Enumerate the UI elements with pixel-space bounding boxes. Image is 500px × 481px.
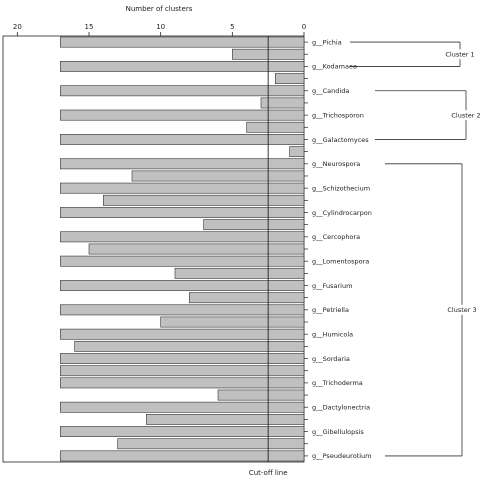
cluster-label: Cluster 3: [447, 306, 476, 314]
genus-label: g__Pseudeurotium: [312, 452, 372, 460]
bar-dactylonectria: [60, 401, 305, 413]
cluster-label: Cluster 1: [445, 51, 474, 59]
bar-join: [103, 194, 305, 206]
bar-join: [74, 340, 305, 352]
genus-label: g__Trichoderma: [312, 379, 363, 387]
bar-neurospora: [60, 158, 305, 170]
bars: [60, 36, 305, 462]
bar-join: [60, 365, 305, 377]
bar-join: [131, 170, 305, 182]
genus-label: g__Galactomyces: [312, 136, 369, 144]
bar-join: [217, 389, 305, 401]
genus-label: g__Trichosporon: [312, 111, 364, 119]
genus-label: g__Neurospora: [312, 160, 360, 168]
genus-label: g__Kodamaea: [312, 63, 357, 71]
x-tick-label: 0: [302, 23, 306, 31]
bar-join: [88, 243, 305, 255]
bar-join: [146, 413, 305, 425]
genus-label: g__Pichia: [312, 38, 342, 46]
genus-label: g__Sordaria: [312, 355, 350, 363]
bar-lomentospora: [60, 255, 305, 267]
genus-labels: g__Pichia g__Kodamaea g__Candida g__Trichos…: [304, 38, 372, 460]
bar-galactomyces: [60, 134, 305, 145]
cluster-label: Cluster 2: [451, 111, 480, 119]
bar-sordaria: [60, 353, 305, 364]
bar-join: [189, 292, 305, 304]
cluster-bracket: Cluster 3: [385, 163, 478, 457]
cluster-bracket: Cluster 1: [350, 41, 476, 67]
x-tick-label: 5: [230, 23, 234, 31]
genus-label: g__Cylindrocarpon: [312, 209, 372, 217]
x-axis-ticks: 20 15 10 5 0: [13, 23, 306, 36]
bar-pseudeurotium: [60, 450, 305, 462]
genus-label: g__Schizothecium: [312, 184, 370, 192]
bar-cercophora: [60, 231, 305, 243]
bar-candida: [60, 85, 305, 97]
x-tick-label: 20: [13, 23, 22, 31]
genus-label: g__Lomentospora: [312, 257, 369, 265]
genus-label: g__Candida: [312, 87, 349, 95]
genus-label: g__Cercophora: [312, 233, 360, 241]
bar-cylindrocarpon: [60, 207, 305, 218]
genus-label: g__Dactylonectria: [312, 404, 370, 412]
cutoff-label: Cut-off line: [249, 469, 288, 477]
bar-join: [160, 316, 305, 328]
bar-humicola: [60, 328, 305, 340]
bar-join: [289, 146, 305, 158]
bar-join: [275, 73, 305, 85]
x-axis-title: Number of clusters: [126, 5, 193, 13]
bar-fusarium: [60, 280, 305, 291]
bar-join: [117, 438, 305, 450]
bar-join: [203, 219, 305, 231]
bar-join: [246, 121, 305, 133]
cluster-brackets: Cluster 1 Cluster 2 Cluster 3: [350, 41, 482, 457]
bar-trichoderma: [60, 377, 305, 389]
genus-label: g__Fusarium: [312, 282, 352, 290]
x-tick-label: 15: [85, 23, 94, 31]
bar-join: [260, 97, 305, 109]
x-tick-label: 10: [156, 23, 165, 31]
bar-petriella: [60, 304, 305, 316]
bar-trichosporon: [60, 109, 305, 121]
genus-label: g__Petriella: [312, 306, 349, 314]
bar-gibellulopsis: [60, 426, 305, 437]
bar-kodamaea: [60, 61, 305, 72]
genus-label: g__Gibellulopsis: [312, 428, 364, 436]
bar-schizothecium: [60, 182, 305, 194]
cluster-bracket: Cluster 2: [375, 90, 482, 140]
genus-label: g__Humicola: [312, 331, 353, 339]
bar-join: [174, 267, 305, 279]
bar-pichia: [60, 36, 305, 48]
